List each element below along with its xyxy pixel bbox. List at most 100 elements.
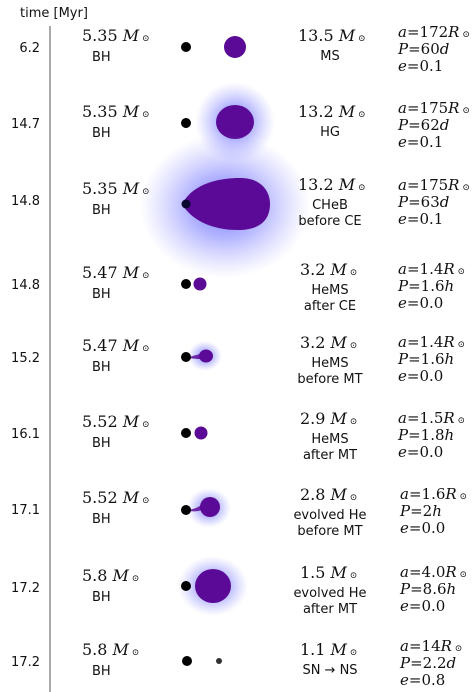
separation-value: a=1.5R ⊙ (398, 409, 465, 427)
companion-type: before MT (297, 524, 362, 539)
eccentricity-value: e=0.8 (400, 671, 445, 689)
black-hole (181, 118, 191, 128)
separation-value: a=4.0R ⊙ (400, 563, 467, 581)
bh-mass: 5.52 M ⊙ (82, 412, 150, 431)
companion-mass: 13.2 M ⊙ (298, 175, 366, 194)
companion-star (194, 426, 208, 440)
black-hole (181, 199, 191, 209)
time-value: 14.8 (11, 278, 40, 293)
separation-value: a=1.6R ⊙ (400, 485, 467, 503)
companion-type: HeMS (311, 283, 348, 298)
time-value: 14.8 (11, 194, 40, 209)
bh-label: BH (92, 126, 111, 141)
companion-star (216, 105, 254, 139)
separation-value: a=175R ⊙ (398, 99, 470, 117)
time-value: 15.2 (11, 351, 40, 366)
companion-type: MS (320, 49, 339, 64)
bh-label: BH (92, 436, 111, 451)
bh-label: BH (92, 360, 111, 375)
companion-mass: 1.1 M ⊙ (300, 640, 357, 659)
companion-type: after CE (304, 299, 356, 314)
companion-star (193, 277, 207, 291)
companion-mass: 1.5 M ⊙ (300, 563, 357, 582)
companion-type: HeMS (311, 356, 348, 371)
companion-star (195, 569, 231, 603)
neutron-star (216, 658, 222, 664)
companion-type: CHeB (312, 198, 348, 213)
companion-type: after MT (303, 448, 357, 463)
period-value: P=62d (397, 116, 449, 134)
period-value: P=63d (397, 193, 449, 211)
time-value: 16.1 (11, 427, 40, 442)
bh-mass: 5.8 M ⊙ (82, 566, 139, 585)
companion-mass: 2.8 M ⊙ (300, 485, 357, 504)
bh-mass: 5.8 M ⊙ (82, 640, 139, 659)
bh-mass: 5.47 M ⊙ (82, 336, 150, 355)
period-value: P=1.6h (397, 277, 454, 295)
time-value: 17.2 (11, 655, 40, 670)
companion-mass: 3.2 M ⊙ (300, 333, 357, 352)
companion-mass: 2.9 M ⊙ (300, 409, 357, 428)
companion-type: before MT (297, 372, 362, 387)
eccentricity-value: e=0.0 (398, 294, 443, 312)
period-value: P=1.6h (397, 350, 454, 368)
black-hole (181, 352, 191, 362)
separation-value: a=1.4R ⊙ (398, 333, 465, 351)
time-value: 17.2 (11, 581, 40, 596)
black-hole (181, 428, 191, 438)
period-value: P=8.6h (399, 580, 456, 598)
companion-type: SN → NS (302, 663, 357, 678)
time-value: 17.1 (11, 503, 40, 518)
separation-value: a=1.4R ⊙ (398, 260, 465, 278)
companion-type: before CE (298, 214, 361, 229)
bh-label: BH (92, 664, 111, 679)
bh-label: BH (92, 287, 111, 302)
bh-label: BH (92, 512, 111, 527)
bh-label: BH (92, 50, 111, 65)
separation-value: a=172R ⊙ (398, 23, 470, 41)
companion-mass: 13.5 M ⊙ (298, 26, 366, 45)
black-hole (181, 279, 191, 289)
companion-mass: 13.2 M ⊙ (298, 102, 366, 121)
period-value: P=60d (397, 40, 449, 58)
separation-value: a=175R ⊙ (398, 176, 470, 194)
eccentricity-value: e=0.0 (400, 597, 445, 615)
mass-transfer-stream (189, 354, 200, 359)
companion-type: after MT (303, 602, 357, 617)
period-value: P=2.2d (399, 654, 456, 672)
eccentricity-value: e=0.1 (398, 210, 443, 228)
period-value: P=2h (399, 502, 442, 520)
companion-type: HeMS (311, 432, 348, 447)
time-value: 14.7 (11, 117, 40, 132)
period-value: P=1.8h (397, 426, 454, 444)
black-hole (182, 656, 192, 666)
companion-type: evolved He (293, 586, 366, 601)
bh-mass: 5.52 M ⊙ (82, 488, 150, 507)
eccentricity-value: e=0.1 (398, 57, 443, 75)
separation-value: a=14R ⊙ (400, 637, 462, 655)
bh-mass: 5.35 M ⊙ (82, 102, 150, 121)
companion-type: HG (320, 125, 340, 140)
companion-type: evolved He (293, 508, 366, 523)
bh-label: BH (92, 203, 111, 218)
companion-star (182, 178, 270, 230)
bh-mass: 5.35 M ⊙ (82, 26, 150, 45)
companion-star (200, 497, 220, 517)
bh-mass: 5.35 M ⊙ (82, 179, 150, 198)
bh-label: BH (92, 590, 111, 605)
companion-star (199, 349, 213, 363)
mass-transfer-stream (189, 505, 201, 512)
eccentricity-value: e=0.0 (400, 519, 445, 537)
bh-mass: 5.47 M ⊙ (82, 263, 150, 282)
black-hole (181, 505, 191, 515)
eccentricity-value: e=0.1 (398, 133, 443, 151)
time-axis-label: time [Myr] (20, 6, 88, 21)
eccentricity-value: e=0.0 (398, 443, 443, 461)
black-hole (181, 42, 191, 52)
eccentricity-value: e=0.0 (398, 367, 443, 385)
time-value: 6.2 (19, 41, 40, 56)
companion-mass: 3.2 M ⊙ (300, 260, 357, 279)
black-hole (181, 581, 191, 591)
companion-star (224, 36, 246, 58)
